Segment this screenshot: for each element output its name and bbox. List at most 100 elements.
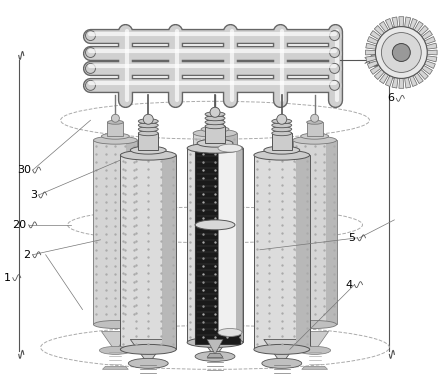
Polygon shape — [218, 148, 242, 333]
Text: 5: 5 — [349, 233, 356, 243]
Ellipse shape — [143, 114, 153, 124]
Polygon shape — [205, 126, 225, 143]
Ellipse shape — [329, 63, 340, 74]
Ellipse shape — [139, 123, 158, 128]
Ellipse shape — [299, 346, 331, 354]
Polygon shape — [264, 339, 300, 364]
Polygon shape — [392, 17, 398, 27]
Polygon shape — [325, 140, 337, 324]
Ellipse shape — [205, 116, 225, 121]
Polygon shape — [422, 65, 432, 74]
Polygon shape — [195, 148, 240, 344]
Text: 1: 1 — [4, 273, 11, 283]
Polygon shape — [107, 122, 123, 136]
Ellipse shape — [195, 351, 235, 361]
Polygon shape — [424, 61, 435, 69]
Text: 30: 30 — [17, 165, 31, 175]
Polygon shape — [380, 73, 388, 84]
Ellipse shape — [207, 113, 223, 117]
Ellipse shape — [86, 63, 95, 74]
Ellipse shape — [385, 27, 401, 78]
Polygon shape — [229, 148, 243, 342]
Ellipse shape — [139, 131, 158, 136]
Polygon shape — [101, 332, 129, 351]
Ellipse shape — [128, 358, 168, 368]
Ellipse shape — [264, 146, 300, 154]
Polygon shape — [94, 140, 137, 324]
Ellipse shape — [111, 114, 119, 122]
Text: 2: 2 — [24, 250, 31, 260]
Ellipse shape — [94, 321, 137, 328]
Polygon shape — [414, 73, 423, 84]
Polygon shape — [366, 56, 377, 62]
Polygon shape — [418, 69, 428, 80]
Polygon shape — [301, 332, 329, 351]
Ellipse shape — [210, 107, 220, 117]
Ellipse shape — [277, 114, 287, 124]
Circle shape — [381, 33, 421, 72]
Text: 3: 3 — [30, 190, 37, 200]
Polygon shape — [254, 155, 309, 350]
Ellipse shape — [193, 314, 237, 321]
Ellipse shape — [329, 31, 340, 40]
Text: 6: 6 — [387, 93, 394, 104]
Ellipse shape — [201, 126, 229, 132]
Ellipse shape — [293, 136, 337, 144]
Polygon shape — [187, 148, 243, 342]
Polygon shape — [385, 76, 393, 87]
Ellipse shape — [193, 129, 237, 137]
Polygon shape — [236, 148, 242, 333]
Polygon shape — [131, 339, 166, 364]
Ellipse shape — [301, 133, 329, 139]
Polygon shape — [293, 140, 337, 324]
Ellipse shape — [272, 127, 292, 132]
Ellipse shape — [311, 114, 319, 122]
Polygon shape — [418, 26, 428, 36]
Ellipse shape — [205, 112, 225, 117]
Ellipse shape — [120, 150, 176, 160]
Circle shape — [376, 27, 427, 78]
Polygon shape — [272, 133, 292, 150]
Polygon shape — [127, 140, 137, 324]
Polygon shape — [374, 69, 385, 80]
Polygon shape — [162, 155, 176, 350]
Ellipse shape — [218, 328, 242, 336]
Polygon shape — [365, 50, 376, 55]
Polygon shape — [197, 333, 233, 357]
Polygon shape — [207, 115, 223, 129]
Ellipse shape — [101, 133, 129, 139]
Polygon shape — [370, 65, 381, 74]
Polygon shape — [367, 61, 378, 69]
Ellipse shape — [197, 139, 233, 147]
Ellipse shape — [187, 143, 243, 153]
Polygon shape — [226, 133, 237, 318]
Polygon shape — [302, 366, 328, 369]
Ellipse shape — [262, 358, 302, 368]
Ellipse shape — [86, 31, 95, 40]
Polygon shape — [399, 78, 404, 88]
Circle shape — [392, 44, 410, 62]
Ellipse shape — [211, 107, 219, 115]
Text: 4: 4 — [345, 280, 353, 290]
Polygon shape — [380, 21, 388, 32]
Ellipse shape — [187, 338, 243, 347]
Ellipse shape — [218, 144, 242, 152]
Polygon shape — [193, 133, 237, 318]
Polygon shape — [409, 76, 417, 87]
Polygon shape — [385, 18, 393, 29]
Polygon shape — [404, 17, 411, 27]
Ellipse shape — [329, 48, 340, 57]
Polygon shape — [207, 339, 223, 354]
Ellipse shape — [107, 120, 123, 124]
Ellipse shape — [120, 344, 176, 354]
Ellipse shape — [205, 120, 225, 125]
Ellipse shape — [329, 80, 340, 90]
Polygon shape — [404, 78, 411, 88]
Ellipse shape — [272, 119, 292, 124]
Polygon shape — [426, 43, 437, 49]
Polygon shape — [103, 366, 128, 369]
Ellipse shape — [272, 123, 292, 128]
Ellipse shape — [139, 127, 158, 132]
Polygon shape — [366, 43, 377, 49]
Polygon shape — [307, 122, 323, 136]
